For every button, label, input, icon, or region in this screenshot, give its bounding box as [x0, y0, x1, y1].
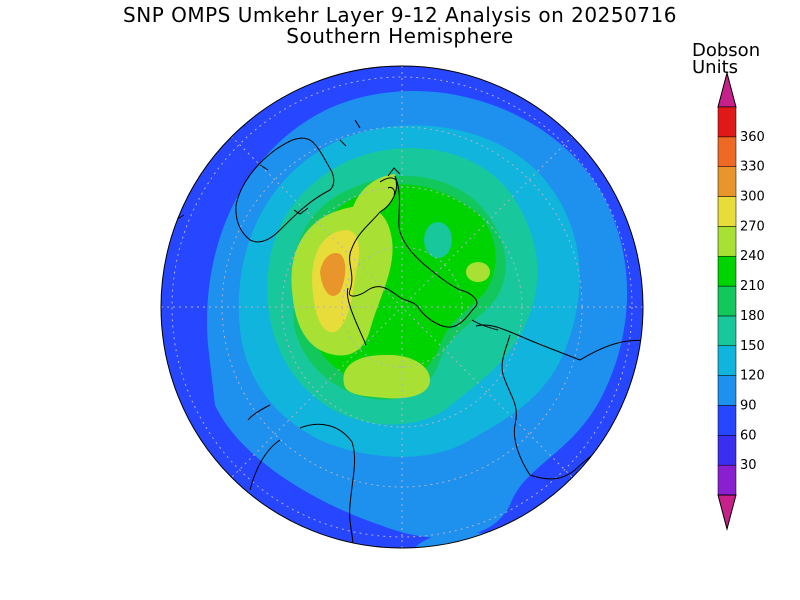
field-band-240-south [343, 354, 430, 399]
legend-swatch [717, 464, 737, 496]
legend-swatch [717, 285, 737, 317]
new-zealand-coast [379, 177, 397, 196]
legend-swatch [717, 345, 737, 376]
antarctica-coast [348, 175, 478, 328]
tierra-del-fuego [471, 319, 499, 331]
field-local-max [466, 262, 490, 282]
legend-swatch [717, 226, 737, 257]
legend-tick-label: 180 [740, 309, 765, 324]
ozone-field [161, 66, 643, 548]
ross-coast [346, 287, 367, 346]
legend-unit-line2: Units [692, 57, 739, 78]
antarctic-peninsula-tip [387, 167, 401, 177]
map-border [160, 65, 644, 549]
tasmania-coast [293, 207, 309, 215]
legend-swatch [717, 106, 737, 138]
legend-swatch [717, 166, 737, 197]
field-band-300 [320, 252, 346, 296]
field-band-240-north [352, 174, 397, 217]
legend-tick-label: 90 [740, 398, 757, 413]
legend-swatch [717, 315, 737, 347]
legend-tick-label: 120 [740, 369, 765, 384]
africa-coast [249, 423, 356, 548]
legend-swatch [717, 255, 737, 287]
legend-tick-label: 210 [740, 279, 765, 294]
chart-title: SNP OMPS Umkehr Layer 9-12 Analysis on 2… [123, 3, 677, 27]
field-local-min [424, 222, 452, 258]
south-america-coast [475, 324, 643, 480]
legend-tick-label: 330 [740, 160, 765, 175]
legend-tick-label: 300 [740, 190, 765, 205]
legend-tick-label: 150 [740, 339, 765, 354]
legend-unit-line1: Dobson [692, 40, 761, 61]
legend-tick-label: 240 [740, 249, 765, 264]
australia-coast [235, 137, 335, 243]
legend-low-arrow [717, 494, 737, 531]
legend-tick-label: 60 [740, 428, 757, 443]
pacific-islands [259, 119, 361, 171]
legend-tick-label: 360 [740, 130, 765, 145]
legend-tick-label: 30 [740, 458, 757, 473]
legend-swatch [717, 196, 737, 227]
legend-swatch [717, 136, 737, 167]
legend-swatch [717, 375, 737, 406]
madagascar-coast [247, 404, 271, 421]
legend-high-arrow [717, 71, 737, 108]
legend-tick-label: 270 [740, 219, 765, 234]
legend-swatch [717, 435, 737, 466]
legend-swatch [717, 405, 737, 436]
chart-subtitle: Southern Hemisphere [286, 24, 514, 48]
